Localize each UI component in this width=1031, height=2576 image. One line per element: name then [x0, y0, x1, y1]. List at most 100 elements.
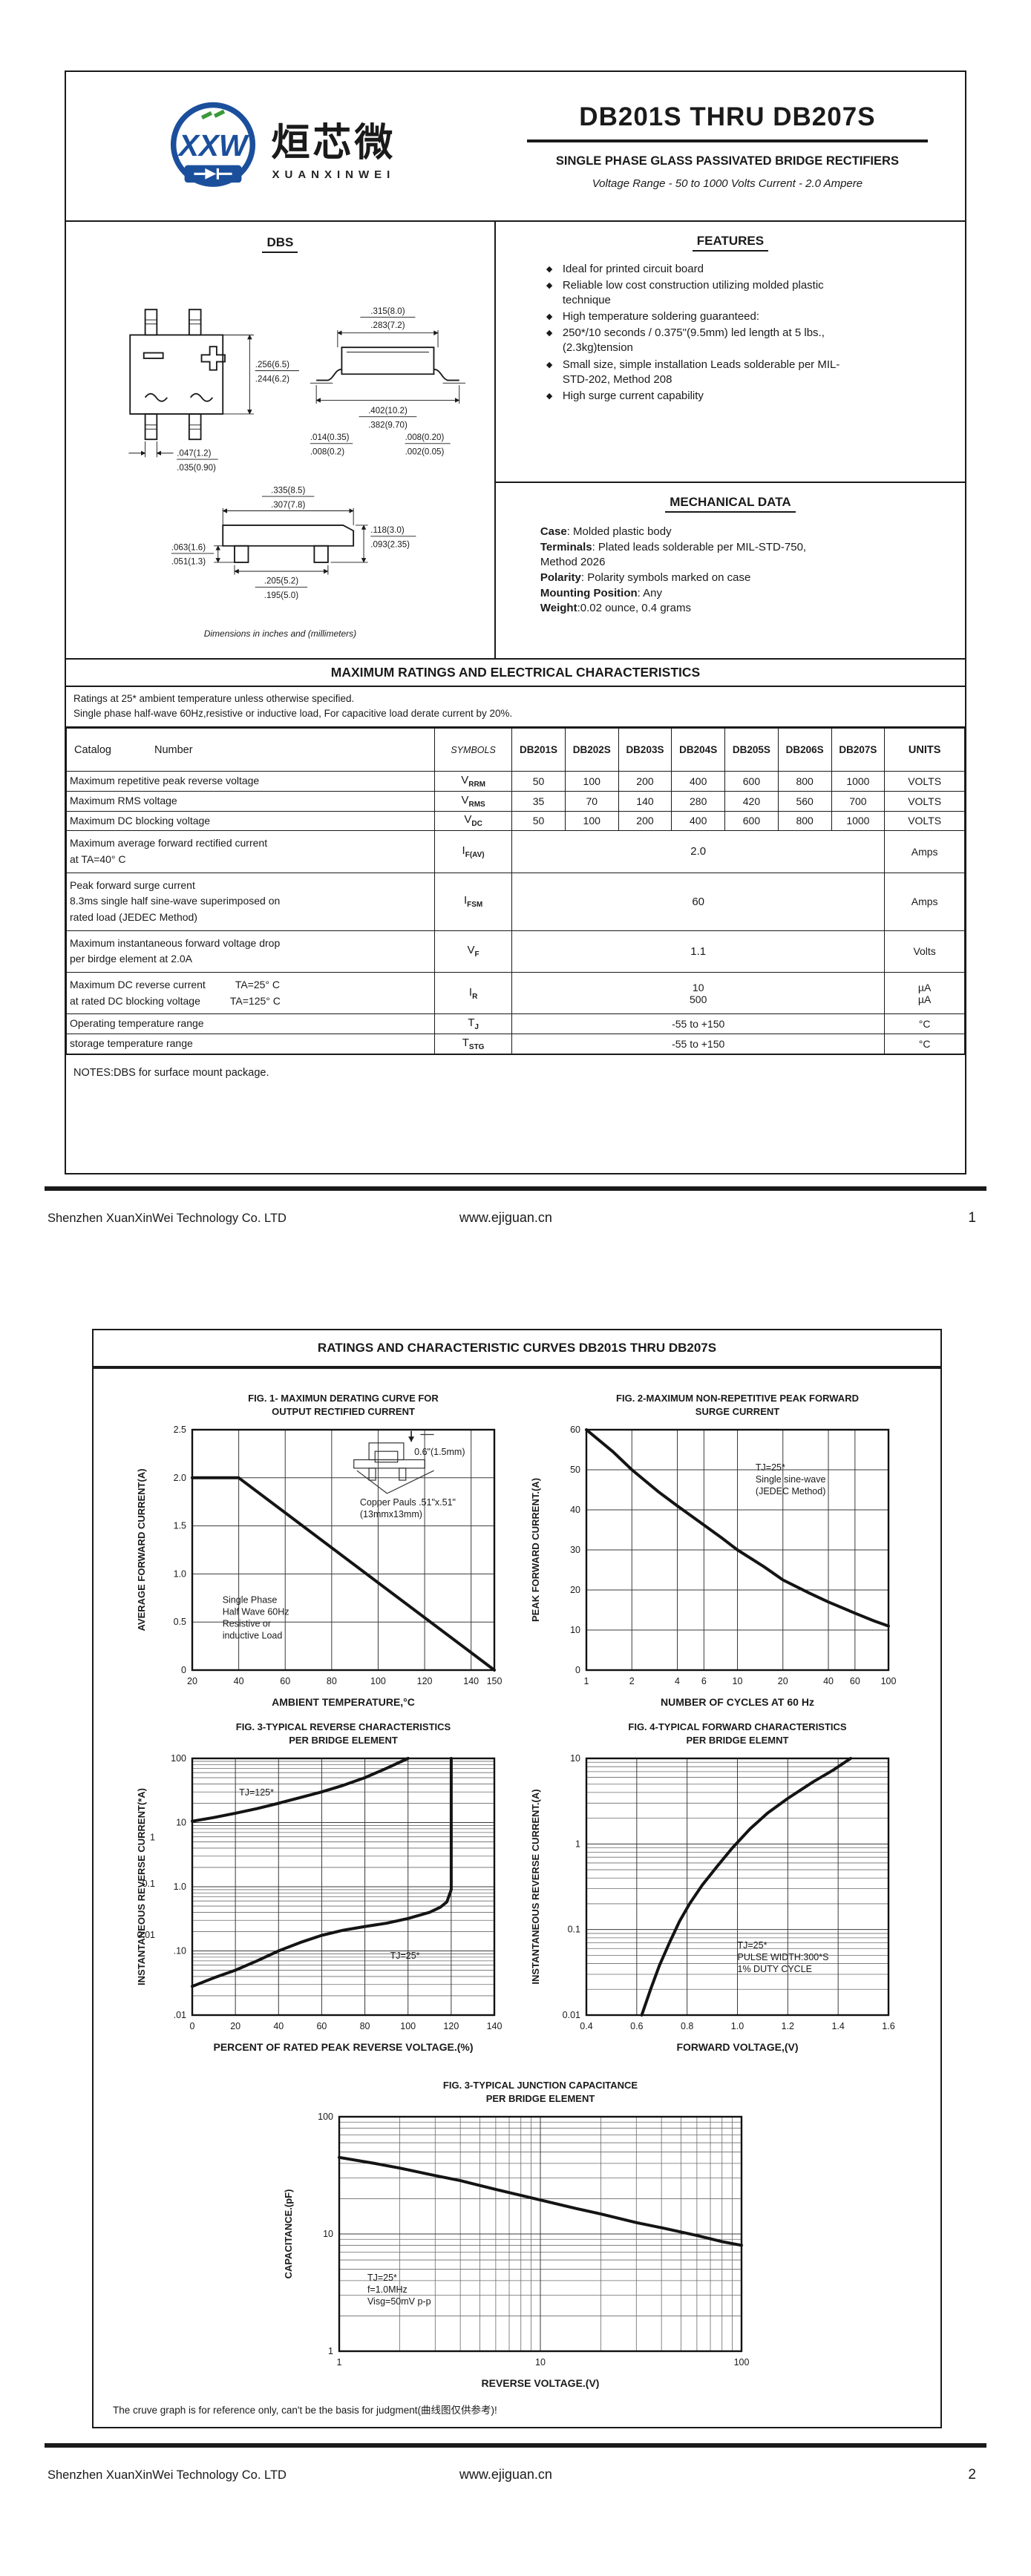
polarity-plus-mark [200, 346, 226, 371]
fig4-y-axis-label: INSTANTANEOUS REVERSE CURRENT.(A) [530, 1789, 541, 1984]
row-label-cell: Operating temperature range [65, 1013, 436, 1035]
pkg-top-view: .256(6.5) .244(6.2) .047(1.2) .035(0.90) [128, 309, 299, 473]
ratings-notes: Ratings at 25* ambient temperature unles… [66, 687, 965, 729]
mechanical-item-text: : Any [637, 586, 663, 599]
mechanical-item-text: Method 2026 [540, 556, 606, 569]
table-row: Peak forward surge current 8.3ms single h… [65, 872, 965, 931]
fig3-y-tick: 100 [171, 1753, 186, 1764]
footer-rule [45, 1186, 986, 1191]
fig3-y-tick: 1.0 [173, 1882, 186, 1892]
fig1-x-tick: 80 [326, 1676, 336, 1686]
value-cell: 800 [777, 810, 832, 832]
fig2-curve-surge [584, 1427, 890, 1628]
footer-website: www.ejiguan.cn [459, 2466, 552, 2482]
table-row: Maximum DC blocking voltage VDC 50 100 200 40… [65, 810, 965, 832]
fig2-surge-current-chart: FIG. 2-MAXIMUM NON-REPETITIVE PEAK FORWA… [530, 1393, 896, 1708]
row-label-line: per birdge element at 2.0A [70, 953, 192, 965]
fig5-curve-capacitance [337, 2155, 743, 2247]
mechanical-item-text: : Plated leads solderable per MIL-STD-75… [592, 540, 807, 553]
row-label-line: Maximum DC reverse current [70, 979, 206, 990]
footer-rule [45, 2442, 986, 2448]
table-row: storage temperature range TSTG -55 to +150… [65, 1034, 965, 1054]
units-header: UNITS [884, 728, 965, 772]
fig1-y-tick: 2.0 [173, 1473, 186, 1483]
feature-text: 250*/10 seconds / 0.375"(9.5mm) led leng… [562, 326, 825, 355]
svg-text:.256(6.5): .256(6.5) [255, 361, 289, 369]
fig1-y-tick: 0.5 [173, 1617, 186, 1627]
symbol-cell: VDC [434, 810, 513, 832]
svg-text:.008(0.2): .008(0.2) [310, 448, 344, 457]
row-label-cell: Maximum DC reverse current TA=25° C at rat… [65, 971, 436, 1015]
features-list: ◆ Ideal for printed circuit board ◆ Reliabl… [546, 262, 958, 404]
package-column: DBS [66, 222, 496, 658]
fig3-x-tick: 0 [189, 2021, 194, 2031]
fig1-y-axis-label: AVERAGE FORWARD CURRENT(A) [136, 1468, 147, 1631]
row-label-line: Maximum average forward rectified curren… [70, 837, 268, 850]
row-label-cell: storage temperature range [65, 1034, 436, 1054]
fig1-y-tick: 2.5 [173, 1425, 186, 1435]
catalog-label: Catalog [74, 743, 111, 756]
mechanical-section: MECHANICAL DATA Case: Molded plastic bod… [496, 483, 965, 621]
footer-company: Shenzhen XuanXinWei Technology Co. LTD [48, 1211, 287, 1225]
title-block: DB201S THRU DB207S SINGLE PHASE GLASS PA… [496, 72, 965, 220]
fig1-x-tick: 100 [370, 1676, 386, 1686]
fig2-x-tick: 20 [777, 1676, 788, 1686]
fig5-annotation: Visg=50mV p-p [367, 2296, 431, 2307]
fig1-x-tick: 20 [187, 1676, 197, 1686]
fig3-annotation: TJ=125* [239, 1787, 274, 1798]
fig3-annotation: TJ=25* [390, 1951, 419, 1961]
mechanical-item-label: Terminals [540, 540, 592, 553]
charts-area: FIG. 1- MAXIMUN DERATING CURVE FOR OUTPUT… [94, 1369, 940, 2394]
fig5-annotation: f=1.0MHz [367, 2284, 407, 2295]
value-cell: 100 [564, 771, 619, 792]
fig1-curve-derating [190, 1476, 496, 1672]
fig5-y-axis-label: CAPACITANCE.(pF) [283, 2189, 294, 2278]
fig3-outer-y-label: 1 [150, 1832, 155, 1842]
mechanical-item: Weight:0.02 ounce, 0.4 grams [540, 601, 897, 617]
features-section: FEATURES ◆ Ideal for printed circuit boar… [495, 222, 965, 483]
ratings-table: Catalog Number SYMBOLS DB201S DB202S DB203S DB… [65, 728, 965, 1054]
fig3-outer-y-label: 0.1 [142, 1879, 154, 1889]
fig4-title: PER BRIDGE ELEMNT [686, 1735, 788, 1746]
unit-line: µA [917, 981, 932, 993]
value-span-cell: -55 to +150 [511, 1034, 886, 1054]
value-cell: 140 [618, 790, 672, 812]
row-label-cell: Maximum RMS voltage [65, 790, 436, 812]
fig1-x-axis-label: AMBIENT TEMPERATURE,°C [272, 1696, 415, 1708]
fig1-annotation: 0.6"(1.5mm) [414, 1447, 465, 1457]
model-header: DB206S [777, 728, 832, 772]
polarity-minus-mark [143, 352, 164, 359]
row-label-line: Maximum instantaneous forward voltage dr… [70, 936, 281, 949]
fig1-derating-curve-chart: FIG. 1- MAXIMUN DERATING CURVE FOR OUTPUT… [136, 1393, 502, 1708]
ac-mark-left [144, 392, 168, 402]
mechanical-item-label: Mounting Position [540, 586, 638, 599]
unit-line: VOLTS [908, 775, 942, 787]
ratings-note-1: Ratings at 25* ambient temperature unles… [73, 693, 355, 704]
value-cell: 420 [724, 790, 779, 812]
fig3-x-tick: 60 [316, 2021, 327, 2031]
row-label-line: Peak forward surge current [70, 878, 195, 891]
svg-text:.382(9.70): .382(9.70) [368, 421, 408, 430]
fig4-y-tick: 1 [575, 1839, 580, 1849]
value-cell: 400 [671, 810, 726, 832]
model-header: DB201S [511, 728, 566, 772]
fig1-x-tick: 150 [486, 1676, 502, 1686]
mechanical-item: Case: Molded plastic body [540, 525, 897, 540]
feature-text: High temperature soldering guaranteed: [562, 310, 760, 323]
model-header: DB207S [831, 728, 886, 772]
unit-line: µA [917, 993, 932, 1005]
row-condition: TA=125° C [229, 994, 281, 1007]
svg-text:.283(7.2): .283(7.2) [370, 321, 405, 330]
fig4-annotation: TJ=25* [737, 1940, 767, 1951]
fig5-x-tick: 1 [336, 2357, 341, 2368]
value-cell: 600 [724, 810, 779, 832]
units-cell: Volts [884, 930, 965, 973]
mechanical-item: Method 2026 [540, 555, 897, 571]
symbol-cell: IR [434, 971, 513, 1015]
svg-text:.335(8.5): .335(8.5) [271, 486, 305, 495]
value-span-cell: -55 to +150 [511, 1013, 886, 1035]
fig2-title: FIG. 2-MAXIMUM NON-REPETITIVE PEAK FORWA… [616, 1393, 859, 1404]
fig2-title: SURGE CURRENT [695, 1406, 779, 1417]
bullet-icon: ◆ [546, 360, 553, 369]
row-label-line: Operating temperature range [70, 1017, 204, 1030]
